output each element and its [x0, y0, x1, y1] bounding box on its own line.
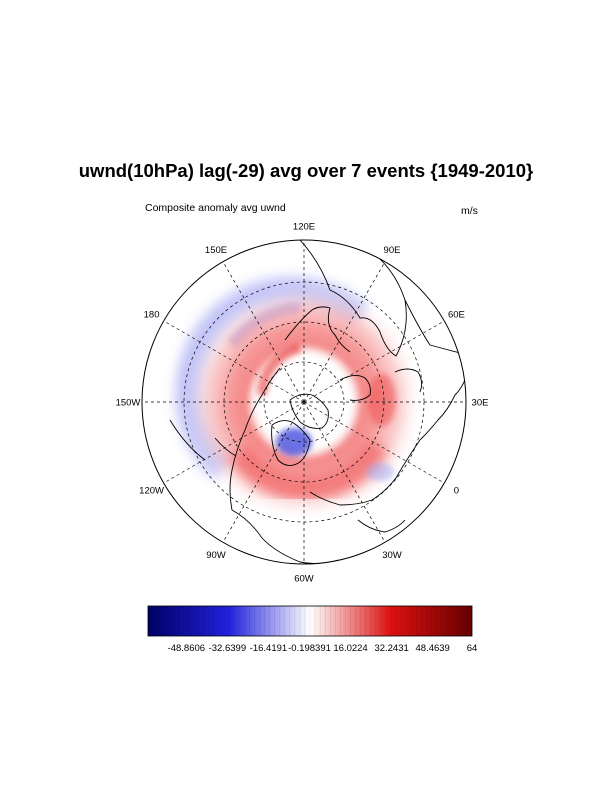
positive-anomaly-core-south	[228, 439, 388, 501]
colorbar-tick-label: 16.0224	[333, 643, 367, 654]
colorbar-tick-label: -0.198391	[288, 643, 331, 654]
meridian-line	[222, 261, 305, 403]
meridian-line	[222, 401, 305, 543]
longitude-label: 90W	[206, 550, 226, 561]
longitude-label: 60E	[448, 310, 465, 321]
meridian-line	[303, 320, 445, 403]
anomaly-field	[142, 240, 466, 564]
colorbar-tick-labels: -48.8606 -32.6399 -16.4191 -0.198391 16.0224…	[168, 643, 478, 654]
meridian-line	[163, 320, 305, 403]
coastlines	[169, 240, 466, 564]
longitude-label: 60W	[294, 574, 314, 585]
colorbar-border	[147, 605, 473, 637]
map-boundary	[141, 239, 467, 565]
longitude-label: 150W	[116, 398, 141, 409]
meridian-line	[303, 401, 386, 543]
longitude-label: 180	[144, 310, 160, 321]
meridian-line	[303, 401, 445, 484]
longitude-label: 30E	[472, 398, 489, 409]
colorbar-tick-label: -48.8606	[168, 643, 206, 654]
colorbar-tick-label: -16.4191	[250, 643, 288, 654]
plot-title: uwnd(10hPa) lag(-29) avg over 7 events {…	[78, 160, 534, 181]
negative-anomaly-east	[366, 463, 394, 481]
colorbar-tick-label: 64	[467, 643, 478, 654]
longitude-label: 150E	[205, 245, 227, 256]
colorbar: -48.8606 -32.6399 -16.4191 -0.198391 16.0224…	[147, 605, 478, 654]
colorbar-tick-label: 48.4639	[416, 643, 450, 654]
longitude-label: 120E	[293, 222, 315, 233]
positive-anomaly-core-west	[257, 343, 302, 396]
colorbar-tick-label: -32.6399	[209, 643, 247, 654]
meridian-line	[163, 401, 305, 484]
meridians	[142, 240, 466, 564]
colorbar-tick-label: 32.2431	[374, 643, 408, 654]
colorbar-cells	[152, 606, 468, 636]
units-label: m/s	[461, 205, 478, 217]
positive-anomaly-core-east	[368, 374, 396, 426]
longitude-label: 90E	[384, 245, 401, 256]
meridian-line	[303, 261, 386, 403]
longitude-label: 120W	[139, 486, 164, 497]
colorbar-fill	[148, 606, 472, 636]
longitude-label: 0	[454, 486, 459, 497]
longitude-labels: 120E 90E 60E 30E 0 30W 60W 90W 120W 150W 180 150E	[116, 222, 489, 585]
longitude-label: 30W	[382, 550, 402, 561]
left-subtitle: Composite anomaly avg uwnd	[145, 202, 286, 214]
